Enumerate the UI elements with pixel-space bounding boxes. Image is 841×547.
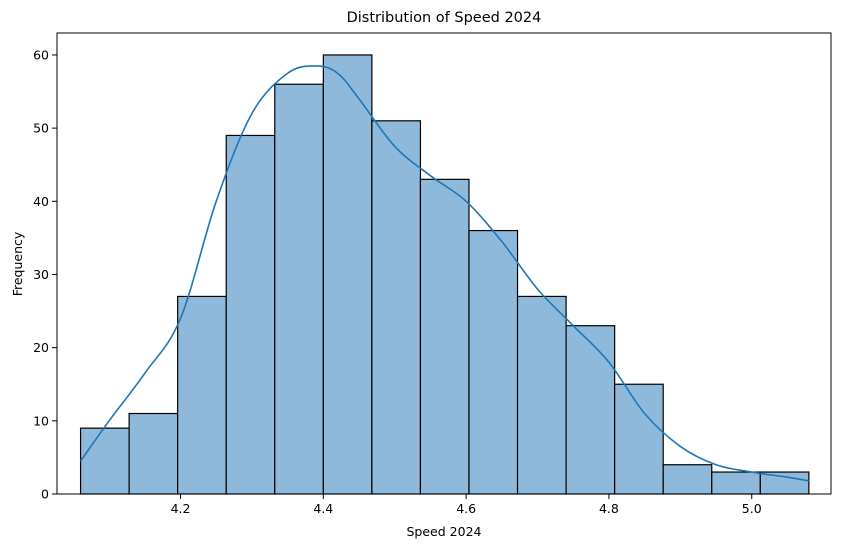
histogram-bar [614,383,664,495]
kde-curve [79,65,809,482]
y-tick-label: 10 [33,413,49,428]
axes-layer [56,32,832,495]
x-axis-label: Speed 2024 [407,524,482,539]
histogram-bar [565,325,616,495]
x-tick-label: 4.4 [313,501,333,516]
histogram-bar [371,120,422,495]
histogram-bar [225,134,276,495]
histogram-bar [419,178,470,495]
y-axis-ticks: 0 10 20 30 40 50 60 [33,47,57,502]
histogram-bar [322,54,373,495]
y-tick-label: 60 [33,47,49,62]
histogram-bar [759,471,810,495]
y-axis-label: Frequency [10,231,25,296]
histogram-bar [516,295,567,495]
x-tick-label: 5.0 [742,501,762,516]
y-tick-label: 0 [41,487,49,502]
histogram-bar [128,412,179,495]
histogram-bar [177,295,227,495]
x-axis-ticks: 4.2 4.4 4.6 4.8 5.0 [171,494,762,516]
y-tick-label: 20 [33,340,49,355]
histogram-bar [79,427,130,495]
y-tick-label: 50 [33,121,49,136]
bars-layer [79,54,810,495]
x-tick-label: 4.2 [171,501,191,516]
x-tick-label: 4.8 [599,501,619,516]
y-tick-label: 30 [33,267,49,282]
histogram-bar [711,471,761,495]
chart-title: Distribution of Speed 2024 [347,10,542,26]
plot-frame [56,32,832,495]
histogram-bar [468,229,519,495]
histogram-bar [662,464,713,495]
histogram-bar [274,83,324,495]
x-tick-label: 4.6 [456,501,476,516]
y-tick-label: 40 [33,194,49,209]
